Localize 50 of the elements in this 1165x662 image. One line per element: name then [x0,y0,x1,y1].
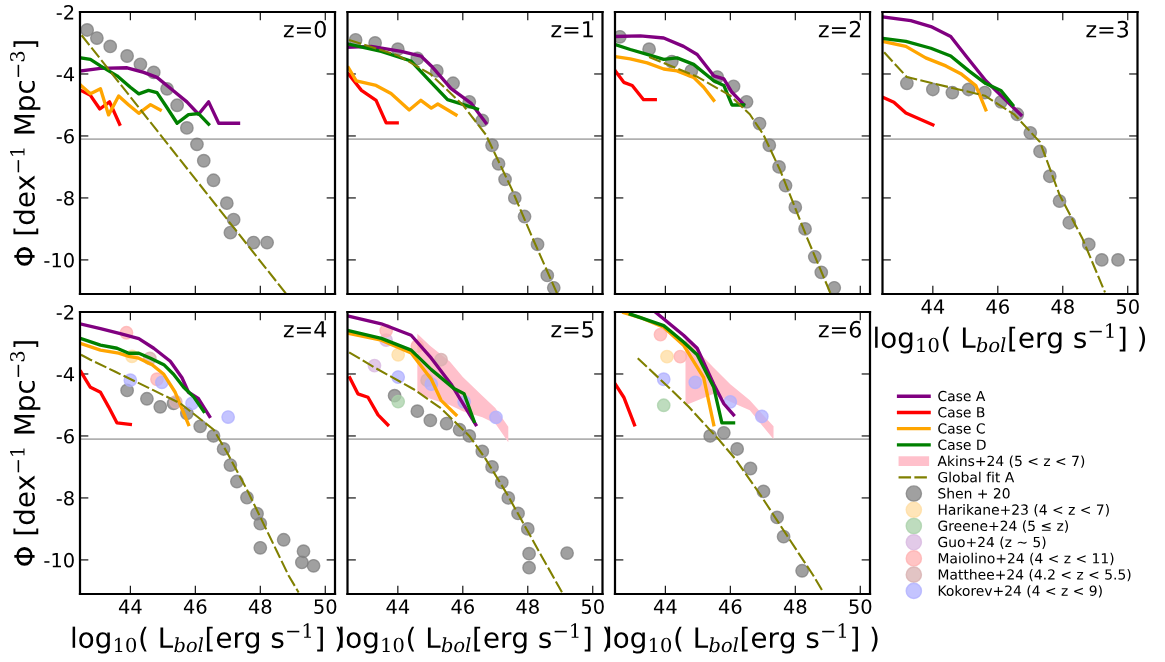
y-tick-label: -2 [56,304,74,320]
legend-label: Akins+24 (5 < z < 7) [937,455,1085,468]
annotation: z=2 [818,20,861,38]
annotation: z=3 [1086,20,1129,38]
x-tick-label: 48 [248,599,272,614]
legend-label: Harikane+23 (4 < z < 7) [938,504,1109,517]
y-tick-label: -6 [56,128,74,144]
legend-label: Greene+24 (5 ≤ z) [938,520,1069,533]
x-tick-label: 50 [849,599,872,614]
annotation: z=5 [551,321,593,338]
x-tick-label: 46 [183,599,207,614]
legend-label: Case B [938,407,985,418]
x-axis-title: log$_{10}$( L$_{bol}$[erg s$^{−1}$] ) [607,623,878,654]
y-tick-label: -10 [44,552,74,568]
x-tick-label: 44 [921,299,945,314]
x-tick-label: 46 [451,599,474,614]
x-tick-label: 50 [314,599,337,614]
x-tick-label: 50 [1116,299,1139,314]
x-tick-label: 46 [986,299,1009,314]
legend-label: Maiolino+24 (4 < z < 11) [938,552,1114,566]
legend-label: Global fit A [938,471,1015,483]
y-axis-title: Φ [dex$^{−1}$ Mpc$^{−3}$] [10,341,41,566]
legend-label: Shen + 20 [938,487,1010,499]
y-tick-label: -4 [56,367,75,382]
legend-label: Case A [938,390,986,402]
annotation: z=1 [551,21,593,38]
annotation: z=6 [818,320,861,338]
y-tick-label: -2 [56,4,74,20]
annotation: z=0 [283,20,326,38]
y-tick-label: -10 [44,252,74,268]
legend-label: Kokorev+24 (4 < z < 9) [938,585,1102,598]
y-tick-label: -8 [56,190,74,206]
x-tick-label: 46 [718,599,742,614]
legend-label: Case C [938,423,985,434]
x-tick-label: 44 [653,599,677,614]
legend-label: Case D [938,439,986,450]
legend-label: Matthee+24 (4.2 < z < 5.5) [938,568,1131,582]
y-tick-label: -6 [56,428,74,444]
x-axis-title: log$_{10}$( L$_{bol}$[erg s$^{−1}$] ) [875,323,1146,354]
x-tick-label: 44 [386,599,410,614]
x-tick-label: 50 [581,599,604,614]
x-tick-label: 48 [783,599,807,614]
x-tick-label: 48 [1051,299,1074,314]
x-tick-label: 48 [516,599,539,614]
annotation: z=4 [283,321,327,338]
x-tick-label: 44 [118,599,142,614]
y-axis-title: Φ [dex$^{−1}$ Mpc$^{−3}$] [10,41,41,266]
legend-label: Guo+24 (z ∼ 5) [938,536,1046,549]
y-tick-label: -4 [56,67,75,82]
y-tick-label: -8 [56,490,74,506]
